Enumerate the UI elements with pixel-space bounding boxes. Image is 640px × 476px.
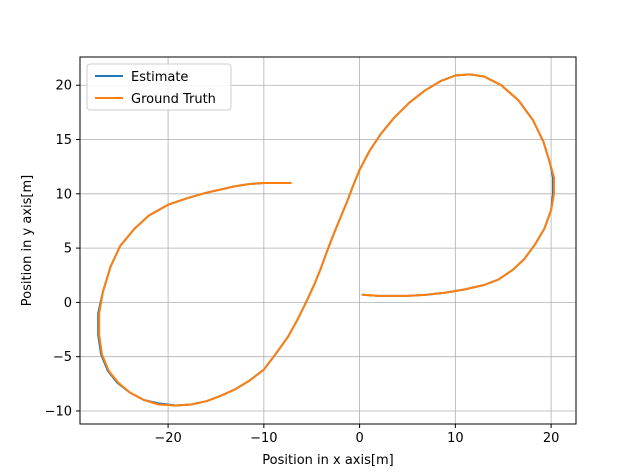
legend-label-estimate: Estimate (131, 70, 188, 85)
series-lines (97, 73, 555, 407)
y-tick-label: 10 (55, 187, 72, 202)
x-tick-label: 20 (543, 431, 560, 446)
y-tick-label: 5 (64, 242, 72, 257)
x-axis-label: Position in x axis[m] (262, 453, 393, 468)
grid (80, 57, 576, 424)
y-ticks: −10 −5 0 5 10 15 20 (45, 79, 80, 419)
plot-frame (79, 56, 577, 425)
x-tick-label: 10 (447, 431, 464, 446)
y-axis-label: Position in y axis[m] (20, 175, 35, 306)
legend-label-ground-truth: Ground Truth (131, 92, 216, 107)
y-tick-label: −10 (45, 404, 72, 419)
x-tick-label: 0 (355, 431, 363, 446)
legend: Estimate Ground Truth (86, 63, 232, 111)
y-tick-label: −5 (53, 350, 72, 365)
x-ticks: −20 −10 0 10 20 (154, 424, 559, 446)
y-tick-label: 20 (55, 79, 72, 94)
y-tick-label: 15 (55, 133, 72, 148)
y-tick-label: 0 (64, 296, 72, 311)
x-tick-label: −10 (250, 431, 277, 446)
x-tick-label: −20 (154, 431, 181, 446)
series-line-ground-truth (98, 73, 555, 407)
